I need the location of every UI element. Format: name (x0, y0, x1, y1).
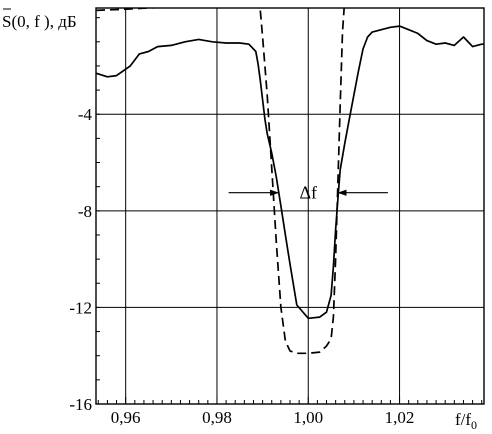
x-tick-label-3: 1,02 (385, 408, 415, 427)
x-tick-label-0: 0,96 (111, 408, 141, 427)
y-axis-label: S(0, f ), дБ (2, 12, 77, 31)
x-tick-label-1: 0,98 (202, 408, 232, 427)
x-axis-label-main: f/f (455, 410, 471, 429)
series-line-dashed (96, 8, 345, 355)
annotation-layer: Δf (228, 183, 388, 203)
series-line-solid (96, 25, 484, 320)
delta-f-label: Δf (299, 183, 317, 203)
x-axis-label: f/f0 (455, 410, 477, 432)
y-tick-label-2: -12 (69, 298, 92, 317)
y-tick-label-0: -4 (78, 105, 93, 124)
x-tick-label-2: 1,00 (293, 408, 323, 427)
plot-frame (95, 7, 485, 405)
x-tick-labels: 0,96 0,98 1,00 1,02 (111, 408, 415, 427)
y-tick-label-3: -16 (69, 395, 92, 414)
y-tick-labels: -4 -8 -12 -16 (69, 105, 92, 414)
grid-lines (96, 8, 484, 405)
x-axis-label-subscript: 0 (471, 418, 477, 432)
y-tick-label-1: -8 (78, 202, 92, 221)
series-layer (96, 8, 484, 355)
